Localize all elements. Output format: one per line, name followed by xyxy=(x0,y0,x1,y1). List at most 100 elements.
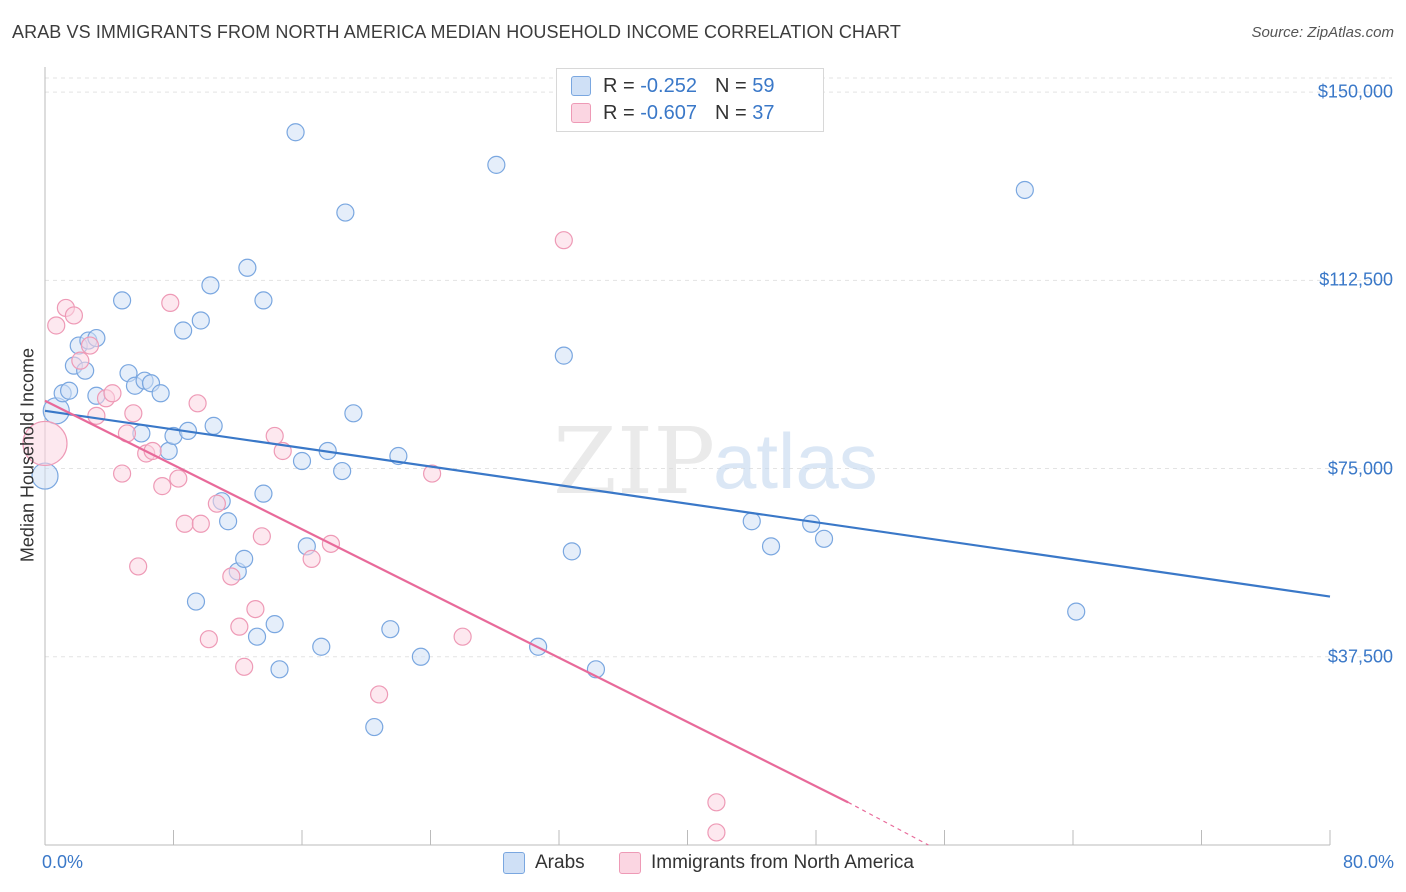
immigrant-point xyxy=(252,527,271,546)
arab-point xyxy=(1067,602,1086,621)
arab-point xyxy=(204,416,223,435)
r-value: -0.252 xyxy=(640,74,697,97)
arab-point xyxy=(312,637,331,656)
grid-lines xyxy=(45,77,1392,658)
immigrant-point xyxy=(22,420,68,467)
arab-point xyxy=(238,258,257,277)
immigrant-point xyxy=(302,549,321,568)
arab-point xyxy=(247,627,267,646)
arab-point xyxy=(411,647,430,666)
arab-point xyxy=(1015,180,1034,200)
arab-point xyxy=(201,276,220,295)
immigrant-point xyxy=(423,464,442,483)
immigrant-point xyxy=(124,404,143,423)
arabs-trend-line xyxy=(44,409,1331,598)
correlation-legend: R = -0.252 N = 59 R = -0.607 N = 37 xyxy=(556,68,824,132)
x-tick-min: 0.0% xyxy=(42,852,84,872)
immigrants-trend-extension xyxy=(847,801,929,846)
immigrant-point xyxy=(153,477,172,496)
legend-swatch-blue xyxy=(503,852,525,874)
immigrant-point xyxy=(188,394,207,413)
legend-swatch-pink xyxy=(571,103,591,123)
arab-point xyxy=(159,441,178,461)
y-tick-label: $75,000 xyxy=(1327,458,1393,479)
immigrant-point xyxy=(370,685,389,704)
immigrant-point xyxy=(169,469,188,488)
r-label: R = xyxy=(603,101,635,124)
immigrants-points xyxy=(22,231,726,842)
arab-point xyxy=(344,404,363,423)
series-legend: Arabs Immigrants from North America xyxy=(0,852,1406,878)
n-value: 59 xyxy=(752,74,775,97)
immigrant-point xyxy=(453,627,472,646)
immigrant-point xyxy=(64,306,84,325)
legend-item-arabs[interactable]: Arabs xyxy=(503,852,585,874)
immigrant-point xyxy=(707,793,726,812)
arab-point xyxy=(174,321,193,340)
immigrant-point xyxy=(265,426,284,446)
source-label: Source: ZipAtlas.com xyxy=(1251,24,1394,41)
y-tick-label: $37,500 xyxy=(1327,646,1393,667)
legend-label: Arabs xyxy=(535,852,585,873)
arab-point xyxy=(186,592,206,611)
arab-point xyxy=(742,512,761,531)
arab-point xyxy=(292,451,312,471)
immigrant-point xyxy=(199,630,218,649)
immigrant-point xyxy=(191,514,210,533)
arab-point xyxy=(802,514,821,533)
arab-point xyxy=(554,346,573,365)
y-tick-label: $150,000 xyxy=(1317,81,1393,102)
chart-title: ARAB VS IMMIGRANTS FROM NORTH AMERICA ME… xyxy=(12,22,901,42)
arab-point xyxy=(365,717,384,737)
watermark: ZIP atlas xyxy=(553,408,878,515)
arab-point xyxy=(254,291,273,310)
immigrant-point xyxy=(207,494,226,513)
r-label: R = xyxy=(603,74,635,97)
immigrant-point xyxy=(175,514,194,533)
immigrant-point xyxy=(230,617,249,636)
immigrant-point xyxy=(103,384,122,403)
watermark-zip: ZIP xyxy=(553,408,715,515)
legend-swatch-pink xyxy=(619,852,641,874)
arab-point xyxy=(191,311,210,330)
immigrant-point xyxy=(71,351,90,370)
watermark-atlas: atlas xyxy=(713,417,878,505)
arab-point xyxy=(219,512,238,531)
arab-point xyxy=(112,291,132,310)
immigrant-point xyxy=(222,567,241,586)
immigrant-point xyxy=(554,231,573,250)
n-value: 37 xyxy=(752,101,775,124)
immigrant-point xyxy=(235,657,254,676)
arab-point xyxy=(562,542,581,561)
n-label: N = xyxy=(714,74,747,97)
legend-swatch-blue xyxy=(571,76,591,96)
immigrant-point xyxy=(47,316,66,335)
arab-point xyxy=(333,461,352,481)
immigrant-point xyxy=(129,557,148,576)
legend-row-arabs: R = -0.252 N = 59 xyxy=(571,73,774,99)
arab-point xyxy=(286,123,305,142)
arab-point xyxy=(487,155,506,174)
arab-point xyxy=(235,549,254,568)
legend-item-immigrants[interactable]: Immigrants from North America xyxy=(619,852,914,874)
r-value: -0.607 xyxy=(640,101,697,124)
arab-point xyxy=(265,615,284,634)
arab-point xyxy=(336,203,355,222)
immigrant-point xyxy=(161,293,180,313)
immigrant-point xyxy=(246,599,265,619)
y-tick-label: $112,500 xyxy=(1319,269,1393,290)
arab-point xyxy=(151,384,170,403)
immigrants-trend-line xyxy=(44,399,849,804)
legend-label: Immigrants from North America xyxy=(651,852,914,873)
arab-point xyxy=(254,484,273,503)
arab-point xyxy=(59,381,79,400)
arab-point xyxy=(381,620,400,639)
y-axis-label: Median Household Income xyxy=(17,347,38,563)
legend-row-immigrants: R = -0.607 N = 37 xyxy=(571,100,774,126)
x-tick-max: 80.0% xyxy=(1342,852,1394,872)
arab-point xyxy=(814,529,834,548)
immigrant-point xyxy=(112,464,132,483)
immigrant-point xyxy=(707,823,726,842)
trend-lines xyxy=(44,399,1331,846)
